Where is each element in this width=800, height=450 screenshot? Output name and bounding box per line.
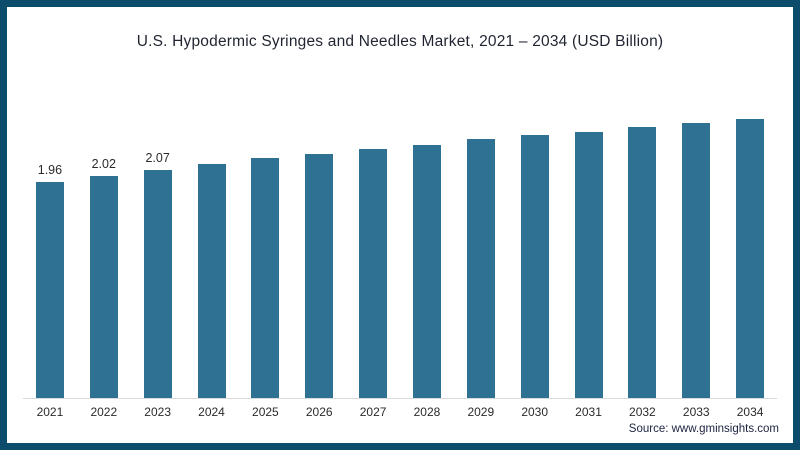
x-axis-label: 2027 [359, 405, 387, 419]
plot-area: 1.96 2.02 2.07 [23, 87, 777, 399]
bar-column [562, 132, 616, 398]
bar-column [508, 135, 562, 398]
x-axis-label: 2026 [305, 405, 333, 419]
bar-value-label: 2.07 [145, 151, 170, 165]
bar [520, 135, 549, 398]
bar [143, 170, 172, 398]
bar [466, 139, 495, 398]
x-axis-label: 2022 [90, 405, 118, 419]
x-axis-label: 2034 [736, 405, 764, 419]
bar [736, 119, 765, 398]
x-axis-label: 2023 [144, 405, 171, 419]
x-axis-label: 2030 [521, 405, 549, 419]
bar [305, 154, 334, 398]
bar-column [346, 149, 400, 398]
x-axis-label: 2025 [252, 405, 279, 419]
bar-column [185, 164, 239, 398]
bar [412, 145, 441, 398]
bar [628, 127, 657, 398]
x-axis-label: 2024 [198, 405, 225, 419]
x-axis-label: 2029 [467, 405, 495, 419]
x-axis-label: 2031 [575, 405, 602, 419]
bar [89, 176, 118, 398]
bar-column [400, 145, 454, 398]
bar [682, 123, 711, 398]
bar [574, 132, 603, 398]
bar-column [615, 127, 669, 398]
bar [35, 182, 64, 398]
bar [197, 164, 226, 398]
x-axis-label: 2021 [36, 405, 64, 419]
bar-column: 2.02 [77, 157, 131, 398]
x-axis-label: 2033 [682, 405, 710, 419]
chart-title: U.S. Hypodermic Syringes and Needles Mar… [136, 33, 664, 50]
bar-column: 2.07 [131, 151, 185, 398]
bar-column [454, 139, 508, 398]
source-attribution: Source: www.gminsights.com [628, 423, 779, 435]
bar-column [723, 119, 777, 398]
bar-value-label: 1.96 [37, 163, 63, 177]
x-axis-label: 2028 [413, 405, 441, 419]
x-axis: 2021 2022 2023 2024 2025 2026 2027 2028 2029 2030… [23, 405, 777, 419]
bar-column [238, 158, 292, 398]
bar-value-label: 2.02 [91, 157, 116, 171]
bar-column [292, 154, 346, 398]
x-axis-label: 2032 [629, 405, 656, 419]
bar-chart: 1.96 2.02 2.07 2021 2022 2023 2024 2025 2026 202… [23, 87, 777, 419]
bar [359, 149, 388, 398]
bar-column [669, 123, 723, 398]
bar-column: 1.96 [23, 163, 77, 398]
bar [251, 158, 280, 398]
